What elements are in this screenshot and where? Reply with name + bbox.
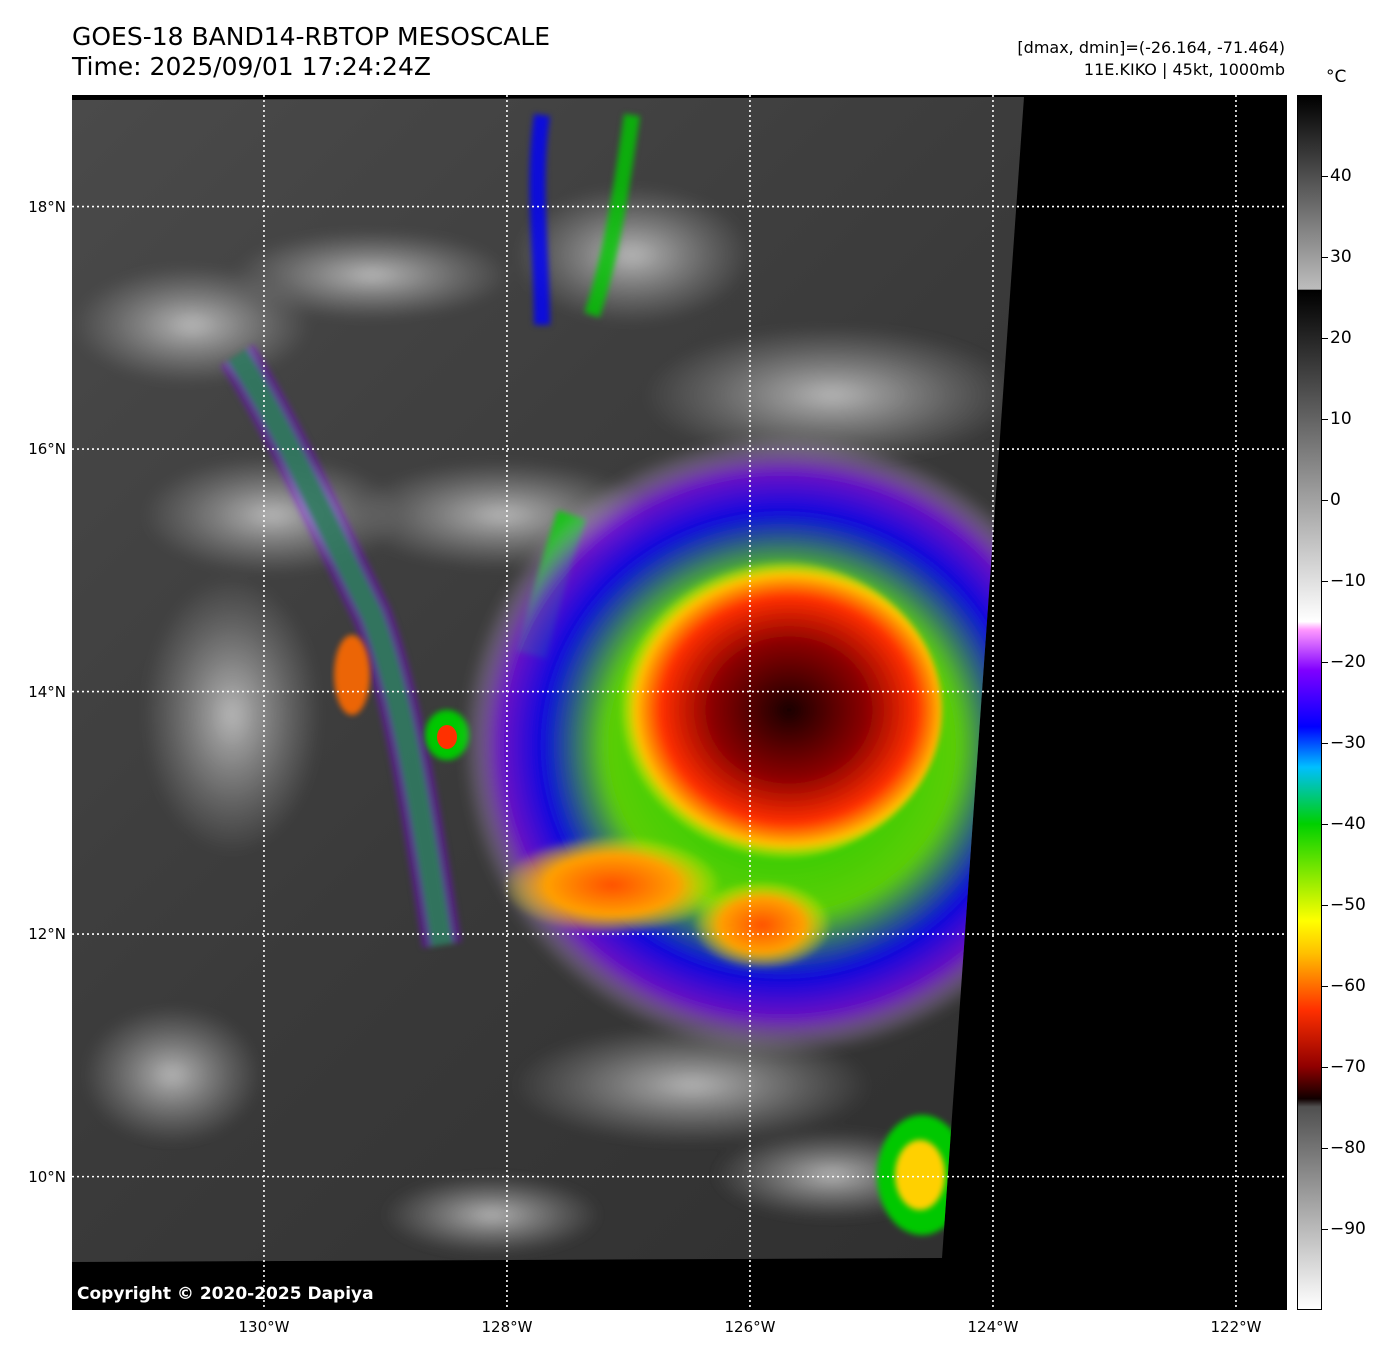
colorbar-label: −50 <box>1330 895 1366 915</box>
copyright-text: Copyright © 2020-2025 Dapiya <box>77 1284 374 1304</box>
colorbar-tick <box>1322 986 1328 987</box>
colorbar-label: 30 <box>1330 247 1352 267</box>
storm-info-text: 11E.KIKO | 45kt, 1000mb <box>1083 60 1285 79</box>
colorbar-tick <box>1322 824 1328 825</box>
colorbar-label: −70 <box>1330 1057 1366 1077</box>
colorbar-tick <box>1322 1148 1328 1149</box>
title-satellite-band: GOES-18 BAND14-RBTOP MESOSCALE <box>72 22 551 51</box>
satellite-imagery <box>72 95 1287 1310</box>
colorbar-unit: °C <box>1326 67 1347 87</box>
colorbar-tick <box>1322 257 1328 258</box>
colorbar-tick <box>1322 1229 1328 1230</box>
lon-label-128w: 128°W <box>481 1318 533 1336</box>
colorbar-label: −40 <box>1330 814 1366 834</box>
colorbar-label: −90 <box>1330 1219 1366 1239</box>
colorbar-tick <box>1322 743 1328 744</box>
imagery-swath <box>72 97 1024 1262</box>
lon-label-126w: 126°W <box>724 1318 776 1336</box>
colorbar-tick <box>1322 1067 1328 1068</box>
lat-label-12n: 12°N <box>28 925 66 944</box>
lat-label-16n: 16°N <box>28 440 66 459</box>
lon-label-122w: 122°W <box>1210 1318 1262 1336</box>
lon-label-130w: 130°W <box>238 1318 290 1336</box>
colorbar-label: −10 <box>1330 571 1366 591</box>
colorbar-tick <box>1322 338 1328 339</box>
colorbar-tick <box>1322 500 1328 501</box>
colorbar-label: 10 <box>1330 409 1352 429</box>
colorbar-tick <box>1322 176 1328 177</box>
colorbar <box>1297 95 1322 1310</box>
title-timestamp: Time: 2025/09/01 17:24:24Z <box>72 52 431 81</box>
lon-label-124w: 124°W <box>967 1318 1019 1336</box>
colorbar-label: −80 <box>1330 1138 1366 1158</box>
colorbar-label: 0 <box>1330 490 1341 510</box>
lat-label-14n: 14°N <box>28 682 66 701</box>
colorbar-label: −60 <box>1330 976 1366 996</box>
colorbar-label: 40 <box>1330 166 1352 186</box>
colorbar-label: −20 <box>1330 652 1366 672</box>
lat-label-18n: 18°N <box>28 197 66 216</box>
satellite-map[interactable]: Copyright © 2020-2025 Dapiya <box>72 95 1287 1310</box>
colorbar-label: 20 <box>1330 328 1352 348</box>
temperature-range-text: [dmax, dmin]=(-26.164, -71.464) <box>1017 38 1285 57</box>
colorbar-tick <box>1322 905 1328 906</box>
lat-label-10n: 10°N <box>28 1167 66 1186</box>
colorbar-tick <box>1322 419 1328 420</box>
colorbar-label: −30 <box>1330 733 1366 753</box>
colorbar-tick <box>1322 581 1328 582</box>
colorbar-tick <box>1322 662 1328 663</box>
